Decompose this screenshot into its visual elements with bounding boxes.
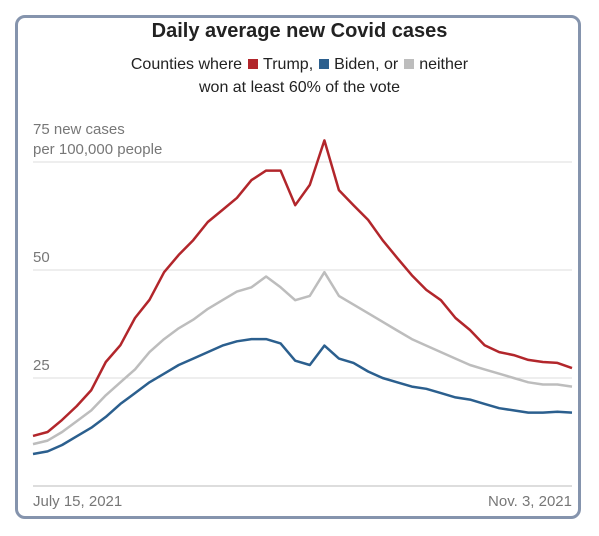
y-axis-label: per 100,000 people bbox=[33, 141, 162, 158]
legend-label: Trump bbox=[263, 56, 309, 73]
legend-swatch bbox=[319, 59, 330, 69]
legend-separator: , bbox=[308, 56, 314, 73]
legend-label: Biden bbox=[334, 56, 376, 73]
series-line bbox=[32, 139, 573, 438]
y-tick-label: 75 new cases bbox=[33, 121, 125, 138]
subtitle: won at least 60% of the vote bbox=[198, 79, 400, 96]
legend-swatch bbox=[248, 59, 259, 69]
series-line bbox=[32, 337, 573, 456]
series-line bbox=[32, 270, 573, 446]
legend-separator: , or bbox=[375, 56, 399, 73]
legend-lead: Counties where bbox=[130, 56, 243, 73]
x-tick-label: July 15, 2021 bbox=[33, 493, 122, 510]
y-tick-label: 25 bbox=[33, 357, 50, 374]
x-tick-label: Nov. 3, 2021 bbox=[488, 493, 572, 510]
legend: Counties where Trump, Biden, or neither bbox=[0, 56, 599, 74]
card-frame bbox=[15, 15, 581, 519]
legend-label: neither bbox=[419, 56, 469, 73]
chart-title: Daily average new Covid cases bbox=[151, 20, 448, 42]
y-tick-label: 50 bbox=[33, 249, 50, 266]
legend-swatch bbox=[404, 59, 415, 69]
